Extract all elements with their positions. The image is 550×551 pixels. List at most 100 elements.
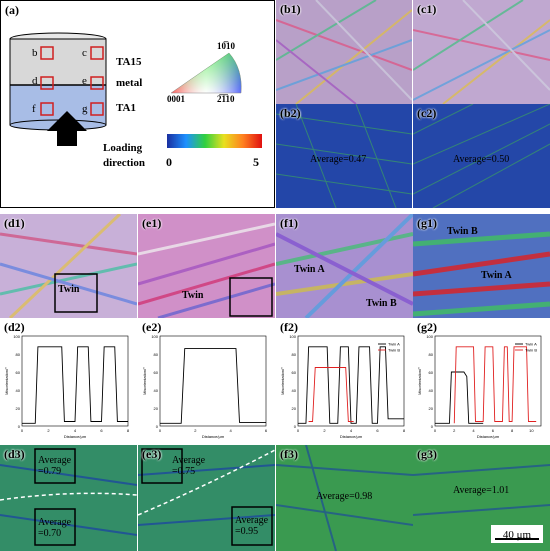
y-tick-label: 20 xyxy=(292,406,297,411)
x-tick-label: 0 xyxy=(21,428,24,433)
y-tick-label: 60 xyxy=(292,370,297,375)
ebsd-map-d1 xyxy=(0,214,137,318)
ipf-top-label: 10̅10 xyxy=(217,41,235,51)
kam-map-c2 xyxy=(413,104,550,208)
x-axis-label: Distance/μm xyxy=(202,434,225,439)
panel-e3-label: (e3) xyxy=(142,447,162,461)
sample-schematic xyxy=(9,32,262,148)
panel-f2-label: (f2) xyxy=(280,320,298,334)
y-tick-label: 100 xyxy=(13,334,20,339)
scale-bar: 40 μm xyxy=(491,525,543,543)
series-line-twin-b xyxy=(453,346,537,424)
kam-map-f3 xyxy=(276,445,413,551)
ebsd-map-b1 xyxy=(276,0,412,104)
ipf-right-label: 2̅1̅10 xyxy=(217,94,235,104)
twin-a-label-f1: Twin A xyxy=(294,264,325,275)
panel-e3: (e3) Average =0.75 Average =0.95 xyxy=(138,445,275,551)
y-tick-label: 100 xyxy=(151,334,158,339)
scale-bar-line xyxy=(495,538,539,540)
x-tick-label: 2 xyxy=(323,428,326,433)
panel-d3: (d3) Average =0.79 Average =0.70 xyxy=(0,445,137,551)
kam-map-g3 xyxy=(413,464,550,516)
panel-g1-label: (g1) xyxy=(417,216,437,230)
y-tick-label: 40 xyxy=(154,388,159,393)
twin-b-label-g1: Twin B xyxy=(447,226,478,237)
misorientation-plot-d2: 0 20 40 60 80 100 0 2 4 6 8 Misorientation/° Distanc… xyxy=(4,334,130,439)
y-tick-label: 0 xyxy=(431,424,434,429)
plot-frame xyxy=(159,335,267,427)
inset-box xyxy=(54,273,98,313)
series-line-profile xyxy=(22,346,128,424)
x-tick-label: 6 xyxy=(376,428,379,433)
panel-b1-label: (b1) xyxy=(280,2,301,16)
y-tick-label: 40 xyxy=(429,388,434,393)
average-f3: Average=0.98 xyxy=(316,491,373,502)
panel-b1: (b1) xyxy=(276,0,412,104)
layer-metal-label: metal xyxy=(116,77,143,89)
y-tick-label: 60 xyxy=(154,370,159,375)
x-tick-label: 2 xyxy=(47,428,50,433)
region-b: b xyxy=(32,47,38,59)
ebsd-map-c1 xyxy=(413,0,550,104)
panel-g2: 0 20 40 60 80 100 0 2 4 6 8 10 Misorientation/° Dista… xyxy=(413,318,550,445)
ipf-left-label: 0001 xyxy=(167,94,185,104)
average-e3-top: Average =0.75 xyxy=(172,455,206,477)
average-e3-bottom: Average =0.95 xyxy=(235,515,269,537)
panel-f3-label: (f3) xyxy=(280,447,298,461)
average-g3: Average=1.01 xyxy=(453,485,510,496)
series-line-profile xyxy=(160,348,266,424)
panel-f2: 0 20 40 60 80 100 0 2 4 6 8 Misorientation/° Distanc… xyxy=(276,318,413,445)
y-tick-label: 60 xyxy=(16,370,21,375)
panel-f1-label: (f1) xyxy=(280,216,298,230)
legend-label: Twin B xyxy=(388,348,400,353)
x-axis-label: Distance/μm xyxy=(64,434,87,439)
x-tick-label: 2 xyxy=(194,428,197,433)
region-f: f xyxy=(32,103,36,115)
interface-line xyxy=(0,492,137,501)
ebsd-map-e1 xyxy=(138,214,275,318)
layer-ta1-label: TA1 xyxy=(116,102,136,114)
legend-label: Twin A xyxy=(388,342,400,347)
y-axis-label: Misorientation/° xyxy=(4,367,9,395)
y-tick-label: 20 xyxy=(429,406,434,411)
x-axis-label: Distance/μm xyxy=(340,434,363,439)
series-line-twin-a xyxy=(435,371,484,424)
region-d: d xyxy=(32,75,38,87)
panel-e1: (e1) Twin xyxy=(138,214,275,318)
y-tick-label: 80 xyxy=(154,352,159,357)
color-scale-bar xyxy=(167,134,262,148)
y-axis-label: Misorientation/° xyxy=(142,367,147,395)
y-tick-label: 40 xyxy=(292,388,297,393)
panel-e2: 0 20 40 60 80 100 0 2 4 6 Misorientation/° Distance… xyxy=(138,318,275,445)
x-tick-label: 4 xyxy=(472,428,475,433)
region-c: c xyxy=(82,47,87,59)
panel-d2: 0 20 40 60 80 100 0 2 4 6 8 Misorientation/° Distanc… xyxy=(0,318,137,445)
interface-line xyxy=(138,449,275,516)
misorientation-plot-e2: 0 20 40 60 80 100 0 2 4 6 Misorientation/° Distance… xyxy=(142,334,268,439)
inset-box xyxy=(229,277,273,317)
x-tick-label: 8 xyxy=(403,428,406,433)
x-tick-label: 2 xyxy=(453,428,456,433)
y-tick-label: 80 xyxy=(429,352,434,357)
x-tick-label: 6 xyxy=(265,428,268,433)
panel-d3-label: (d3) xyxy=(4,447,25,461)
y-tick-label: 60 xyxy=(429,370,434,375)
panel-b2: (b2) Average=0.47 xyxy=(276,104,412,208)
kam-map-b2 xyxy=(276,104,412,208)
panel-g2-label: (g2) xyxy=(417,320,437,334)
y-tick-label: 80 xyxy=(16,352,21,357)
y-tick-label: 20 xyxy=(16,406,21,411)
panel-e2-label: (e2) xyxy=(142,320,162,334)
loading-direction-label: Loading direction xyxy=(103,142,145,169)
kam-map-e3 xyxy=(138,445,275,551)
plot-frame xyxy=(21,335,129,427)
x-tick-label: 10 xyxy=(529,428,534,433)
scale-max-label: 5 xyxy=(253,155,259,169)
x-tick-label: 0 xyxy=(297,428,300,433)
panel-a: (a) xyxy=(0,0,275,208)
y-axis-label: Misorientation/° xyxy=(417,367,422,395)
twin-a-label-g1: Twin A xyxy=(481,270,512,281)
panel-b2-label: (b2) xyxy=(280,106,301,120)
panel-d1-label: (d1) xyxy=(4,216,25,230)
y-tick-label: 40 xyxy=(16,388,21,393)
